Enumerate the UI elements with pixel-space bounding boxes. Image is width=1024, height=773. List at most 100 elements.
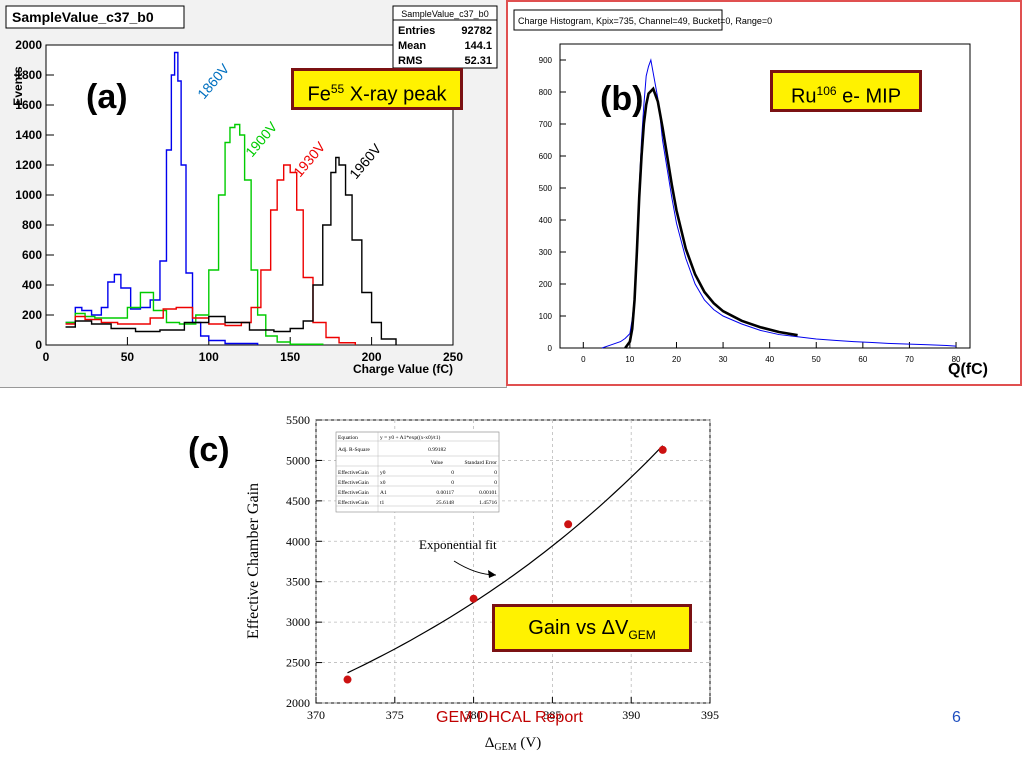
- fit-label: Exponential fit: [419, 537, 497, 552]
- panel-label-a: (a): [86, 78, 128, 116]
- fit-table-row-value: 25.6148: [436, 500, 454, 506]
- x-tick-label-b: 10: [625, 355, 634, 364]
- x-tick-label-a: 100: [199, 350, 219, 364]
- panel-c-chart: 370 375 380 385 390 395 2000 2500 3000 3500 4000 45…: [188, 413, 719, 753]
- y-axis-label-c: Effective Chamber Gain: [245, 483, 262, 639]
- y-tick-label-a: 1600: [15, 98, 42, 112]
- panel-label-b: (b): [600, 80, 643, 118]
- x-axis-label-c: ΔGEM (V): [485, 735, 541, 753]
- data-point: [343, 675, 352, 684]
- fit-table-row-param: A1: [380, 490, 387, 496]
- x-tick-label-b: 30: [719, 355, 728, 364]
- fit-table-row-name: EffectiveGain: [338, 499, 369, 506]
- fit-table-row-param: t1: [380, 500, 385, 506]
- y-tick-label-c: 2500: [286, 656, 310, 670]
- fit-table-frame: [335, 431, 500, 513]
- y-axis-label-a: Events: [11, 66, 25, 106]
- fit-table-adjr: 0.99182: [428, 447, 446, 453]
- series-line-1960V: [65, 156, 397, 345]
- y-tick-label-b: 300: [539, 248, 553, 257]
- y-tick-label-c: 5500: [286, 413, 310, 427]
- y-tick-label-c: 3000: [286, 615, 310, 629]
- y-tick-label-b: 600: [539, 152, 553, 161]
- fit-table-row-name: EffectiveGain: [338, 479, 369, 486]
- x-tick-label-b: 50: [812, 355, 821, 364]
- x-tick-label-c: 385: [543, 708, 561, 722]
- y-tick-label-a: 1400: [15, 128, 42, 142]
- x-tick-label-c: 395: [701, 708, 719, 722]
- y-tick-label-a: 200: [22, 308, 42, 322]
- y-tick-label-b: 400: [539, 216, 553, 225]
- y-tick-label-c: 4500: [286, 494, 310, 508]
- x-tick-label-b: 20: [672, 355, 681, 364]
- y-tick-label-c: 5000: [286, 453, 310, 467]
- series-line-1900V: [65, 123, 324, 345]
- stats-box: [392, 5, 498, 69]
- panel-label-c: (c): [188, 431, 230, 469]
- annotation-fe55: Fe55 X-ray peak: [291, 68, 463, 110]
- series-line-fit: [624, 86, 798, 349]
- panel-a: SampleValue_c37_b0 0 50 100 150 200 250 0 200 40…: [0, 0, 507, 388]
- y-tick-label-a: 800: [22, 218, 42, 232]
- fit-table-row-error: 0.00101: [479, 490, 497, 496]
- y-tick-label-a: 600: [22, 248, 42, 262]
- x-tick-label-c: 375: [386, 708, 404, 722]
- fit-table-col-value: Value: [430, 460, 443, 466]
- stats-rms-label: RMS: [398, 55, 422, 67]
- annotation-ru106: Ru106 e- MIP: [770, 70, 922, 112]
- fit-table-adjr-label: Adj. R-Square: [338, 447, 370, 453]
- stats-entries-label: Entries: [398, 25, 435, 37]
- fit-arrow-head: [488, 570, 496, 578]
- y-tick-label-b: 800: [539, 88, 553, 97]
- panel-c: 370 375 380 385 390 395 2000 2500 3000 3500 4000 45…: [186, 405, 746, 768]
- x-tick-label-b: 0: [581, 355, 586, 364]
- fit-table-col-err: Standard Error: [464, 460, 497, 466]
- x-tick-label-a: 0: [43, 350, 50, 364]
- fit-parameter-table: Equation y = y0 + A1*exp((x-x0)/t1) Adj. R…: [335, 431, 500, 513]
- fit-table-equation-label: Equation: [338, 435, 358, 441]
- fit-table-row-error: 1.45716: [479, 500, 497, 506]
- fit-table-row-value: 0: [451, 480, 454, 486]
- fit-table-equation: y = y0 + A1*exp((x-x0)/t1): [380, 434, 440, 441]
- fit-table-row-error: 0: [494, 480, 497, 486]
- x-tick-label-b: 40: [765, 355, 774, 364]
- histogram-title-box-b: [513, 9, 723, 31]
- fit-table-row-param: y0: [380, 470, 386, 476]
- fit-table-row-param: x0: [380, 480, 386, 486]
- y-tick-label-a: 0: [35, 338, 42, 352]
- y-tick-label-b: 700: [539, 120, 553, 129]
- y-tick-label-c: 2000: [286, 696, 310, 710]
- histogram-title: SampleValue_c37_b0: [12, 9, 154, 25]
- y-tick-label-b: 500: [539, 184, 553, 193]
- annotation-gain-vs-dv: Gain vs ΔVGEM: [492, 604, 692, 652]
- y-tick-label-b: 0: [548, 344, 553, 353]
- stats-mean-label: Mean: [398, 40, 426, 52]
- fit-curve: [347, 445, 664, 674]
- y-tick-label-c: 3500: [286, 575, 310, 589]
- y-tick-label-b: 900: [539, 56, 553, 65]
- y-tick-label-a: 400: [22, 278, 42, 292]
- x-tick-label-c: 370: [307, 708, 325, 722]
- x-tick-label-c: 380: [465, 708, 483, 722]
- y-tick-label-b: 200: [539, 280, 553, 289]
- fit-table-row-error: 0: [494, 470, 497, 476]
- x-axis-label-a: Charge Value (fC): [353, 362, 453, 376]
- x-tick-label-b: 70: [905, 355, 914, 364]
- stats-mean-value: 144.1: [464, 40, 492, 52]
- y-tick-label-c: 4000: [286, 534, 310, 548]
- footer-page-number: 6: [952, 709, 961, 726]
- y-tick-label-a: 1200: [15, 158, 42, 172]
- x-tick-label-b: 60: [858, 355, 867, 364]
- panel-b-chart: Charge Histogram, Kpix=735, Channel=49, …: [513, 9, 988, 378]
- x-tick-label-a: 150: [280, 350, 300, 364]
- y-tick-label-b: 100: [539, 312, 553, 321]
- stats-rms-value: 52.31: [464, 55, 492, 67]
- x-axis-label-b: Q(fC): [948, 361, 988, 378]
- stats-title: SampleValue_c37_b0: [401, 9, 488, 19]
- histogram-title-box: [5, 5, 185, 29]
- x-tick-label-a: 50: [121, 350, 135, 364]
- data-point: [564, 520, 573, 529]
- histogram-title-b: Charge Histogram, Kpix=735, Channel=49, …: [518, 16, 772, 26]
- fit-table-row-value: 0.00117: [436, 490, 454, 496]
- fit-table-row-name: EffectiveGain: [338, 489, 369, 496]
